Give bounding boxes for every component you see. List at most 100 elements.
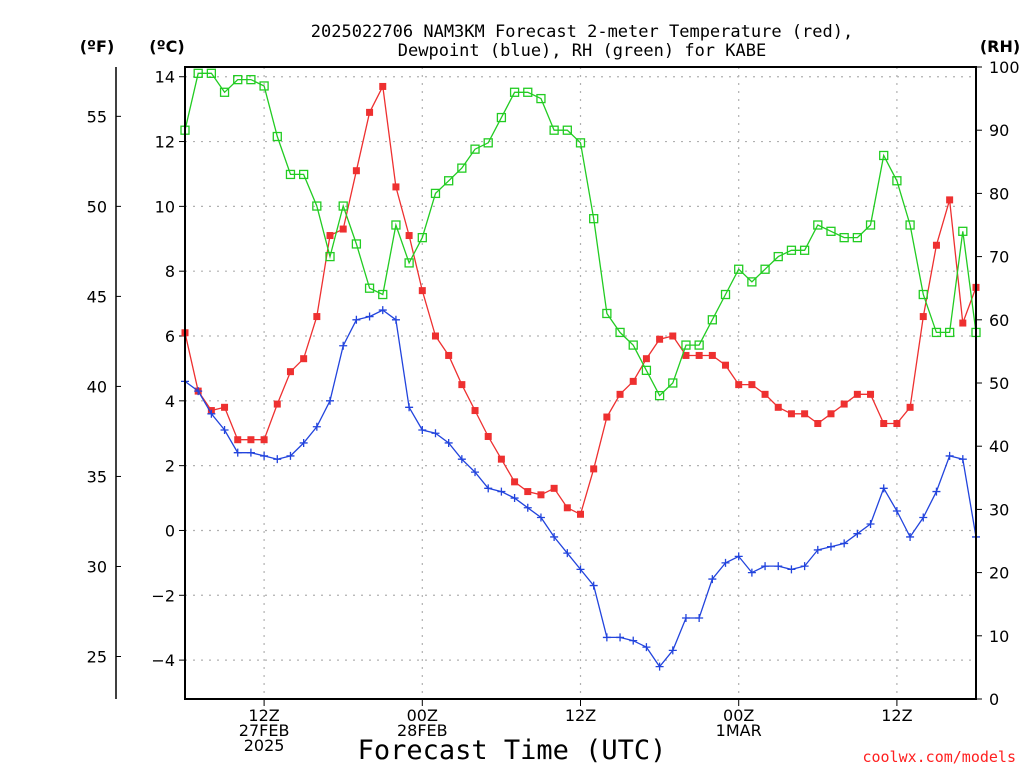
rh-point	[562, 125, 572, 135]
temperature-point	[484, 432, 492, 440]
temperature-point	[669, 332, 677, 340]
dewpoint-point	[510, 494, 519, 503]
rh-tick-label: 40	[989, 437, 1009, 456]
celsius-tick-label: −2	[151, 586, 175, 605]
temperature-point	[642, 355, 650, 363]
rh-point	[430, 188, 441, 199]
temperature-point	[906, 403, 914, 411]
rh-tick-label: 60	[989, 311, 1009, 330]
temperature-point	[708, 351, 716, 359]
temperature-point	[352, 167, 360, 175]
rh-point	[246, 74, 256, 85]
dewpoint-point	[523, 503, 532, 512]
rh-point	[865, 220, 876, 230]
rh-point	[589, 214, 599, 224]
rh-point	[496, 112, 507, 123]
rh-point	[786, 245, 797, 255]
dewpoint-point	[616, 633, 625, 642]
rh-unit-label: (RH)	[980, 37, 1020, 56]
rh-point	[839, 232, 849, 243]
rh-point	[799, 245, 810, 255]
dewpoint-point	[853, 529, 862, 538]
dewpoint-point	[444, 438, 453, 447]
dewpoint-point	[431, 429, 440, 438]
temperature-point	[748, 381, 756, 389]
temperature-point	[590, 465, 598, 473]
temperature-point	[511, 478, 519, 486]
rh-point	[641, 365, 652, 376]
dewpoint-point	[734, 552, 743, 561]
temperature-point	[735, 381, 743, 389]
temperature-point	[300, 355, 308, 363]
temperature-point	[392, 183, 400, 191]
dewpoint-point	[418, 425, 427, 434]
rh-point	[931, 327, 942, 338]
x-tick-label: 12Z	[565, 706, 596, 725]
rh-point	[654, 390, 665, 401]
rh-point	[602, 308, 612, 319]
dewpoint-point	[352, 315, 361, 324]
dewpoint-point	[563, 549, 572, 558]
celsius-tick-label: 6	[165, 327, 175, 346]
celsius-tick-label: 2	[165, 457, 175, 476]
celsius-tick-label: −4	[151, 651, 175, 670]
rh-point	[958, 226, 968, 236]
dewpoint-point	[286, 451, 295, 460]
rh-point	[312, 201, 322, 211]
rh-point	[378, 289, 388, 300]
rh-point	[826, 226, 836, 236]
rh-tick-label: 100	[989, 58, 1020, 77]
temperature-point	[946, 196, 954, 204]
rh-tick-label: 70	[989, 248, 1009, 267]
dewpoint-point	[471, 468, 480, 477]
dewpoint-point	[629, 636, 638, 645]
rh-point	[813, 220, 823, 230]
dewpoint-point	[576, 565, 585, 574]
rh-point	[219, 87, 230, 97]
temperature-point	[550, 484, 558, 492]
dewpoint-point	[299, 438, 308, 447]
temperature-point	[286, 368, 294, 376]
rh-point	[773, 251, 783, 262]
x-tick-label: 12Z	[881, 706, 912, 725]
dewpoint-point	[365, 312, 374, 321]
temperature-point	[326, 232, 334, 240]
temperature-point	[313, 313, 321, 321]
temperature-point	[629, 377, 637, 385]
rh-point	[892, 176, 902, 186]
dewpoint-point	[958, 455, 967, 464]
data-series	[180, 68, 981, 671]
temperature-point	[722, 361, 730, 369]
fahrenheit-tick-label: 45	[87, 287, 107, 306]
rh-point	[457, 163, 467, 173]
rh-point	[272, 131, 282, 142]
temperature-point	[919, 313, 927, 321]
dewpoint-point	[932, 487, 941, 496]
rh-tick-label: 80	[989, 184, 1009, 203]
temperature-point	[471, 407, 479, 415]
dewpoint-point	[892, 507, 901, 516]
temperature-point	[787, 410, 795, 418]
rh-point	[351, 239, 362, 249]
temperature-point	[497, 455, 505, 463]
dewpoint-point	[391, 315, 400, 324]
rh-point	[193, 68, 203, 78]
temperature-point	[273, 400, 281, 408]
dewpoint-point	[273, 455, 282, 464]
dewpoint-point	[457, 455, 466, 464]
dewpoint-point	[695, 613, 704, 622]
dewpoint-point	[602, 633, 611, 642]
chart-title-line-2: Dewpoint (blue), RH (green) for KABE	[398, 41, 766, 61]
fahrenheit-unit-label: (ºF)	[80, 37, 115, 56]
rh-point	[575, 138, 586, 148]
rh-tick-label: 20	[989, 564, 1009, 583]
temperature-point	[616, 390, 624, 398]
dewpoint-point	[550, 532, 559, 541]
dewpoint-point	[747, 568, 756, 577]
dewpoint-point	[774, 562, 783, 571]
celsius-tick-label: 12	[155, 133, 175, 152]
dewpoint-point	[378, 306, 387, 315]
rh-point	[509, 87, 520, 97]
x-axis-label: Forecast Time (UTC)	[358, 735, 667, 766]
dewpoint-point	[787, 565, 796, 574]
